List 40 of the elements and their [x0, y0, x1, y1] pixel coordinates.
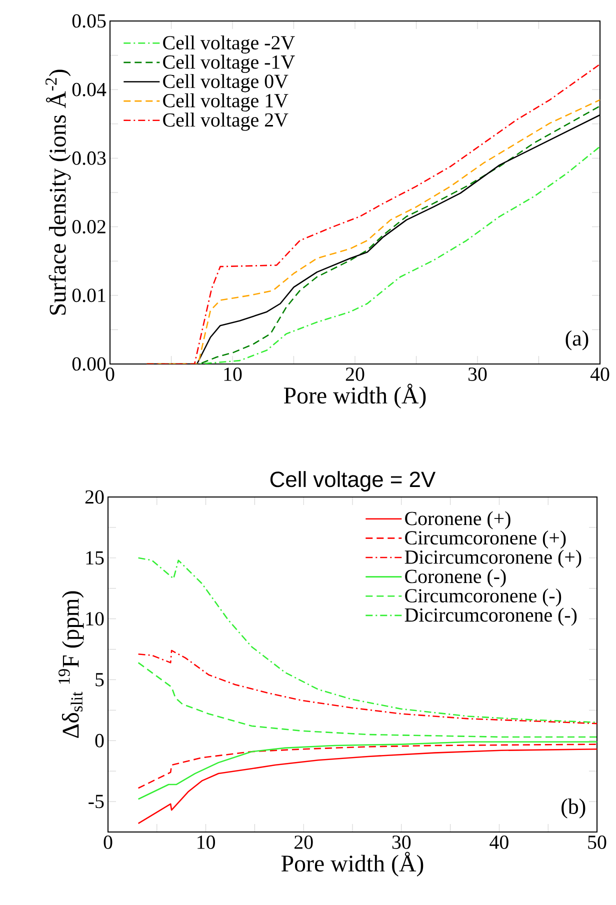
x-tick-label: 10 — [224, 368, 242, 381]
x-tick-label: 50 — [588, 836, 606, 849]
chart-title: Cell voltage = 2V — [270, 471, 436, 492]
x-axis-title: Pore width (Å) — [284, 384, 426, 408]
x-tick-label: 30 — [468, 368, 487, 381]
legend-label: Cell voltage -2V — [163, 35, 295, 54]
y-axis-title: Surface density (ions Å$^{-2}$) — [46, 70, 71, 315]
y-tick-label: 0.01 — [72, 288, 106, 302]
y-tick-label: 0 — [95, 734, 104, 748]
legend-label: Circumcoronene (-) — [405, 588, 562, 607]
x-tick-label: 0 — [106, 368, 114, 381]
legend-label: Coronene (+) — [405, 511, 510, 530]
legend-label: Coronene (-) — [405, 569, 506, 588]
annotation: (a) — [566, 330, 588, 350]
y-tick-label: -5 — [88, 794, 104, 808]
y-tick-label: 0.05 — [72, 14, 106, 28]
y-tick-label: 5 — [96, 673, 104, 686]
x-tick-label: 40 — [590, 368, 610, 381]
y-tick-label: 0.03 — [72, 151, 106, 165]
legend-label: Circumcoronene (+) — [405, 530, 566, 549]
legend-label: Cell voltage 0V — [163, 74, 288, 92]
y-tick-label: 15 — [86, 551, 104, 565]
y-tick-label: 0.04 — [72, 82, 106, 96]
y-tick-label: 20 — [85, 490, 104, 504]
legend-label: Cell voltage 1V — [163, 93, 288, 112]
x-tick-label: 20 — [294, 836, 313, 849]
x-axis-title: Pore width (Å) — [281, 852, 424, 876]
x-tick-label: 30 — [392, 836, 411, 849]
x-tick-label: 10 — [198, 836, 216, 849]
y-tick-label: 10 — [86, 612, 104, 626]
y-axis-title: Δδ$_{slit}$ $^{19}$F (ppm) — [58, 591, 84, 738]
legend-label: Cell voltage -1V — [163, 54, 295, 73]
annotation: (b) — [562, 798, 586, 818]
legend-label: Dicircumcoronene (+) — [404, 550, 582, 568]
y-tick-label: 0.00 — [72, 357, 106, 371]
legend-label: Cell voltage 2V — [163, 112, 288, 131]
y-tick-label: 0.02 — [72, 220, 106, 234]
legend-label: Dicircumcoronene (-) — [404, 608, 577, 626]
x-tick-label: 20 — [346, 368, 364, 381]
x-tick-label: 40 — [490, 836, 508, 849]
